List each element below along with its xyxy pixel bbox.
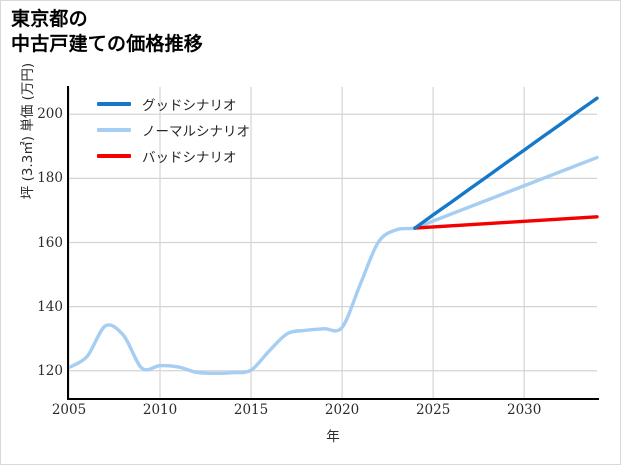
legend-line-swatch-good bbox=[97, 102, 131, 106]
x-axis-spine bbox=[67, 397, 599, 400]
plot-area bbox=[67, 86, 599, 400]
data-line-good bbox=[413, 96, 599, 230]
legend-line-swatch-bad bbox=[97, 154, 131, 158]
data-line-bad bbox=[413, 215, 599, 230]
x-tick-labels: 2005 2010 2015 2020 2025 2030 bbox=[52, 402, 597, 422]
x-tick-label: 2020 bbox=[324, 402, 360, 418]
y-tick-label: 120 bbox=[37, 362, 63, 379]
x-tick-label: 2025 bbox=[415, 402, 451, 418]
y-tick-labels: 120 140 160 180 200 bbox=[25, 87, 63, 398]
legend-label-good: グッドシナリオ bbox=[142, 98, 237, 114]
chart-legend: グッドシナリオ ノーマルシナリオ バッドシナリオ bbox=[97, 93, 250, 167]
legend-item-normal[interactable]: ノーマルシナリオ bbox=[97, 119, 250, 141]
legend-item-bad[interactable]: バッドシナリオ bbox=[97, 145, 250, 167]
x-tick-label: 2015 bbox=[233, 402, 269, 418]
x-tick-label: 2005 bbox=[51, 402, 87, 418]
legend-label-bad: バッドシナリオ bbox=[142, 150, 237, 166]
legend-label-normal: ノーマルシナリオ bbox=[142, 124, 250, 140]
x-axis-label: 年 bbox=[326, 429, 340, 445]
y-tick-label: 140 bbox=[37, 298, 63, 315]
y-tick-label: 180 bbox=[37, 170, 63, 187]
data-series-layer bbox=[67, 96, 599, 376]
x-tick-label: 2030 bbox=[506, 402, 542, 418]
y-tick-label: 200 bbox=[37, 106, 63, 123]
chart-title: 東京都の 中古戸建ての価格推移 bbox=[11, 8, 204, 56]
data-line-normal bbox=[67, 155, 599, 376]
y-tick-label: 160 bbox=[37, 234, 63, 251]
legend-item-good[interactable]: グッドシナリオ bbox=[97, 93, 250, 115]
x-tick-label: 2010 bbox=[142, 402, 178, 418]
grid-lines bbox=[68, 87, 597, 398]
legend-line-swatch-normal bbox=[97, 128, 131, 132]
y-axis-spine bbox=[67, 86, 70, 399]
